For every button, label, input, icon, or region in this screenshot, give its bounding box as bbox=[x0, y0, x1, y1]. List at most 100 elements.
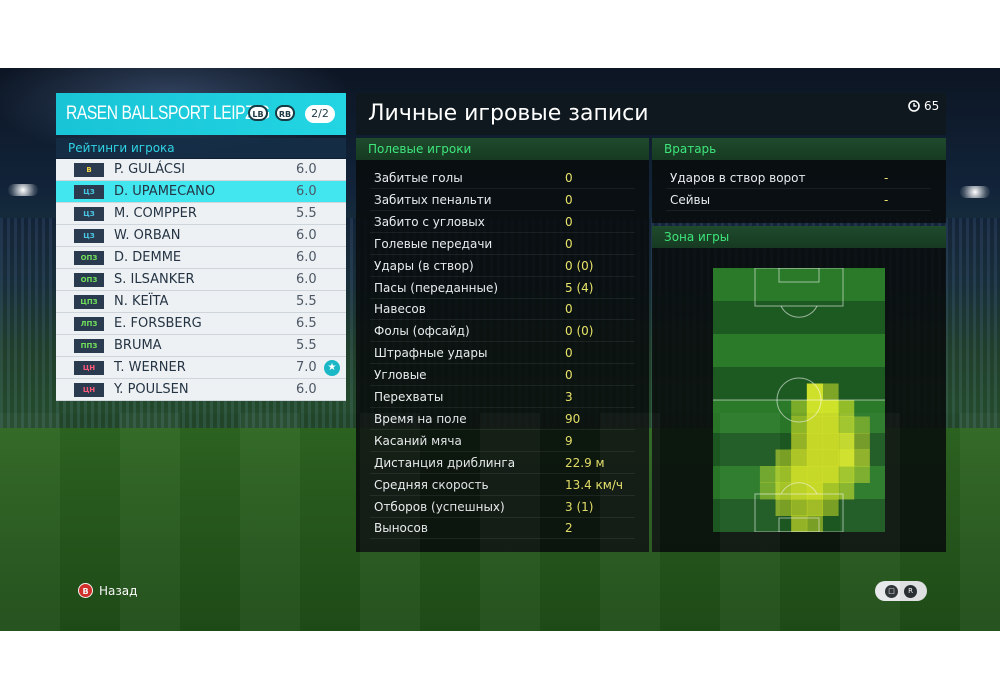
player-row[interactable]: ППЗ BRUMA 5.5 bbox=[56, 335, 346, 357]
player-rating: 5.5 bbox=[296, 294, 317, 309]
stat-label: Забитых пенальти bbox=[374, 192, 492, 207]
player-row[interactable]: ЦЗ M. COMPPER 5.5 bbox=[56, 203, 346, 225]
stat-label: Голевые передачи bbox=[374, 236, 493, 251]
stat-value: 0 bbox=[565, 192, 573, 207]
stat-value: 0 bbox=[565, 214, 573, 229]
heat-cell bbox=[838, 400, 855, 417]
stat-value: 0 bbox=[565, 236, 573, 251]
position-badge: ОПЗ bbox=[74, 273, 104, 287]
stat-row: Выносов 2 bbox=[370, 518, 635, 540]
stat-row: Забитые голы 0 bbox=[370, 168, 635, 189]
gk-stat-row: Сейвы - bbox=[666, 190, 931, 211]
stat-label: Удары (в створ) bbox=[374, 258, 474, 273]
gk-stat-value: - bbox=[884, 193, 889, 207]
page-title: Личные игровые записи bbox=[368, 101, 649, 126]
pitch-marking bbox=[754, 493, 844, 532]
player-name: D. UPAMECANO bbox=[114, 184, 216, 199]
back-control[interactable]: B Назад bbox=[78, 583, 137, 598]
match-timer: 65 bbox=[906, 93, 946, 119]
heat-cell bbox=[791, 515, 808, 532]
heat-cell bbox=[853, 433, 870, 450]
player-row[interactable]: ОПЗ S. ILSANKER 6.0 bbox=[56, 269, 346, 291]
stat-row: Время на поле 90 bbox=[370, 409, 635, 430]
player-row[interactable]: ЦН Y. POULSEN 6.0 bbox=[56, 379, 346, 401]
heat-cell bbox=[791, 499, 808, 516]
back-label[interactable]: Назад bbox=[99, 583, 138, 598]
stat-label: Угловые bbox=[374, 368, 427, 383]
stat-label: Выносов bbox=[374, 521, 428, 536]
game-screen: RASEN BALLSPORT LEIPZIG LB RB 2/2 Рейтин… bbox=[0, 68, 1000, 631]
stat-value: 0 (0) bbox=[565, 324, 594, 339]
stat-row: Забито с угловых 0 bbox=[370, 212, 635, 233]
b-button-icon[interactable]: B bbox=[78, 583, 93, 598]
heat-cell bbox=[791, 416, 808, 434]
rb-button-icon[interactable]: RB bbox=[275, 105, 295, 121]
chat-icon[interactable]: □ bbox=[885, 584, 898, 598]
gk-stat-label: Сейвы bbox=[670, 193, 711, 207]
pitch-marking bbox=[754, 268, 844, 307]
heat-cell bbox=[838, 433, 855, 450]
heat-cell bbox=[822, 383, 839, 401]
stat-value: 9 bbox=[565, 433, 573, 448]
team-header: RASEN BALLSPORT LEIPZIG LB RB 2/2 bbox=[56, 93, 346, 135]
heat-cell bbox=[822, 400, 839, 417]
heat-cell bbox=[806, 466, 823, 483]
stadium-light bbox=[960, 186, 990, 198]
field-stats-title: Полевые игроки bbox=[356, 138, 649, 160]
player-row[interactable]: ЦПЗ N. KEÏTA 5.5 bbox=[56, 291, 346, 313]
heat-cell bbox=[853, 416, 870, 434]
player-row[interactable]: ЛПЗ E. FORSBERG 6.5 bbox=[56, 313, 346, 335]
heat-cell bbox=[822, 449, 839, 467]
pitch-stripe bbox=[713, 466, 885, 499]
page-indicator: 2/2 bbox=[305, 105, 335, 123]
stat-value: 22.9 м bbox=[565, 455, 605, 470]
pitch-stripe bbox=[713, 367, 885, 400]
heat-cell bbox=[791, 482, 808, 500]
ratings-title: Рейтинги игрока bbox=[56, 138, 346, 158]
position-badge: ОПЗ bbox=[74, 251, 104, 265]
player-rating: 5.5 bbox=[296, 206, 317, 221]
stat-row: Дистанция дриблинга 22.9 м bbox=[370, 453, 635, 474]
gk-stat-label: Ударов в створ ворот bbox=[670, 171, 806, 185]
player-row[interactable]: ЦЗ W. ORBAN 6.0 bbox=[56, 225, 346, 247]
stat-row: Забитых пенальти 0 bbox=[370, 190, 635, 211]
stat-value: 0 (0) bbox=[565, 258, 594, 273]
play-zone-title: Зона игры bbox=[652, 226, 946, 248]
heat-cell bbox=[838, 449, 855, 467]
gk-stat-row: Ударов в створ ворот - bbox=[666, 168, 931, 189]
stat-label: Фолы (офсайд) bbox=[374, 324, 470, 339]
player-list: В P. GULÁCSI 6.0 ЦЗ D. UPAMECANO 6.0 ЦЗ M. COMP… bbox=[56, 159, 346, 401]
heat-cell bbox=[822, 482, 839, 500]
player-row[interactable]: ЦЗ D. UPAMECANO 6.0 bbox=[56, 181, 346, 203]
pitch-marking bbox=[778, 268, 820, 283]
heat-cell bbox=[759, 466, 777, 483]
lb-button-icon[interactable]: LB bbox=[248, 105, 268, 121]
pitch-marking bbox=[780, 305, 818, 318]
stat-value: 0 bbox=[565, 302, 573, 317]
goalkeeper-panel: Вратарь Ударов в створ ворот - Сейвы - bbox=[652, 138, 946, 223]
stat-label: Пасы (переданные) bbox=[374, 280, 499, 295]
heat-cell bbox=[791, 449, 808, 467]
heat-cell bbox=[822, 433, 839, 450]
player-row[interactable]: В P. GULÁCSI 6.0 bbox=[56, 159, 346, 181]
position-badge: ППЗ bbox=[74, 339, 104, 353]
heat-cell bbox=[806, 499, 823, 516]
heat-cell bbox=[775, 482, 792, 500]
heat-cell bbox=[806, 482, 823, 500]
player-row[interactable]: ОПЗ D. DEMME 6.0 bbox=[56, 247, 346, 269]
player-name: Y. POULSEN bbox=[114, 382, 189, 397]
player-rating: 6.0 bbox=[296, 228, 317, 243]
heat-cell bbox=[822, 499, 839, 516]
stat-value: 3 bbox=[565, 390, 573, 404]
right-stick-icon[interactable]: R bbox=[904, 584, 917, 598]
player-row[interactable]: ЦН T. WERNER 7.0 ★ bbox=[56, 357, 346, 379]
player-rating: 6.5 bbox=[296, 316, 317, 331]
play-zone-panel: Зона игры bbox=[652, 226, 946, 552]
stat-value: 5 (4) bbox=[565, 280, 594, 295]
main-title-bar: Личные игровые записи 65 bbox=[356, 93, 946, 135]
stat-row: Голевые передачи 0 bbox=[370, 234, 635, 255]
stat-row: Пасы (переданные) 5 (4) bbox=[370, 278, 635, 299]
stat-value: 0 bbox=[565, 368, 573, 383]
player-name: W. ORBAN bbox=[114, 228, 181, 243]
position-badge: ЦН bbox=[74, 383, 104, 397]
